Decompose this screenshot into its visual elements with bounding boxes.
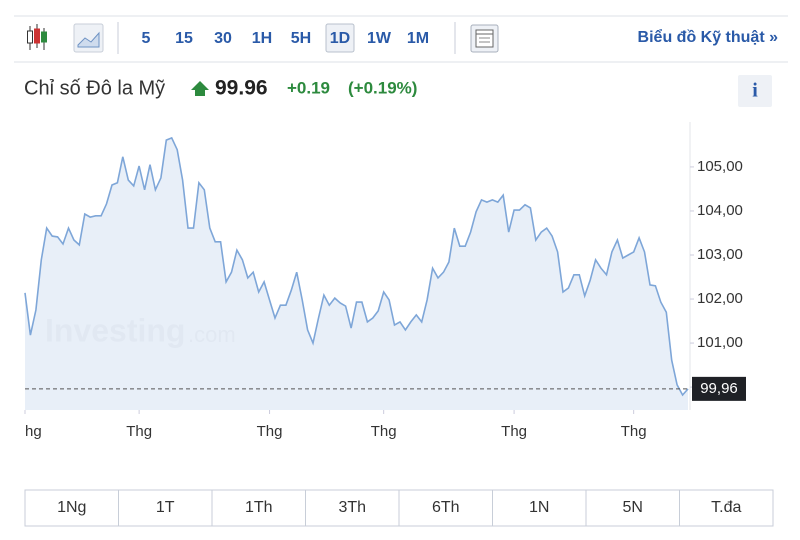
x-tick-label: Thg	[501, 423, 527, 440]
interval-button[interactable]: 1M	[407, 30, 429, 47]
range-buttons: 1Ng 1T 1Th 3Th 6Th 1N 5N T.đa	[24, 489, 774, 527]
y-tick-label: 102,00	[697, 290, 743, 307]
intervals: 5 15 30 1H 5H 1D 1W 1M	[142, 23, 429, 53]
candle-icon[interactable]	[27, 24, 47, 50]
area	[25, 137, 688, 410]
y-tick-label: 105,00	[697, 158, 743, 175]
y-tick-label: 103,00	[697, 246, 743, 263]
chart: Investing.com100,00101,00102,00103,00104…	[24, 122, 746, 440]
area-icon[interactable]	[73, 23, 104, 53]
technical-chart-link[interactable]: Biểu đồ Kỹ thuật »	[638, 28, 779, 46]
up-arrow	[191, 81, 209, 96]
interval-button[interactable]: 5H	[291, 30, 311, 47]
x-tick-label: hg	[25, 423, 42, 440]
layout-icon[interactable]	[470, 24, 499, 53]
info-button[interactable]	[738, 75, 772, 107]
last-value-box	[692, 376, 746, 401]
x-tick-label: Thg	[371, 423, 397, 440]
range-button[interactable]: 1N	[529, 499, 549, 516]
x-tick-label: Thg	[621, 423, 647, 440]
interval-button[interactable]: 15	[175, 30, 193, 47]
interval-button[interactable]: 5	[142, 30, 151, 47]
range-button[interactable]: 3Th	[338, 499, 366, 516]
interval-button[interactable]: 1D	[330, 30, 350, 47]
range-button[interactable]: 1Ng	[57, 499, 86, 516]
range-button[interactable]: 1Th	[245, 499, 273, 516]
interval-button[interactable]: 1W	[367, 30, 392, 47]
price: 99.96	[215, 77, 268, 100]
range-button[interactable]: 6Th	[432, 499, 460, 516]
y-tick-label: 104,00	[697, 202, 743, 219]
change-percent: (+0.19%)	[348, 78, 417, 97]
interval-button[interactable]: 1H	[252, 30, 272, 47]
interval-selected	[325, 23, 355, 53]
y-tick-label: 101,00	[697, 334, 743, 351]
range-button[interactable]: 1T	[156, 499, 175, 516]
range-button[interactable]: 5N	[623, 499, 643, 516]
interval-button[interactable]: 30	[214, 30, 232, 47]
range-button[interactable]: T.đa	[711, 499, 741, 516]
x-tick-label: Thg	[257, 423, 283, 440]
instrument-name: Chỉ số Đô la Mỹ	[24, 77, 165, 99]
change: +0.19	[287, 78, 330, 97]
line	[24, 136, 689, 397]
last-value-label: 99,96	[700, 380, 738, 397]
info-label[interactable]: i	[752, 80, 758, 102]
x-tick-label: Thg	[126, 423, 152, 440]
